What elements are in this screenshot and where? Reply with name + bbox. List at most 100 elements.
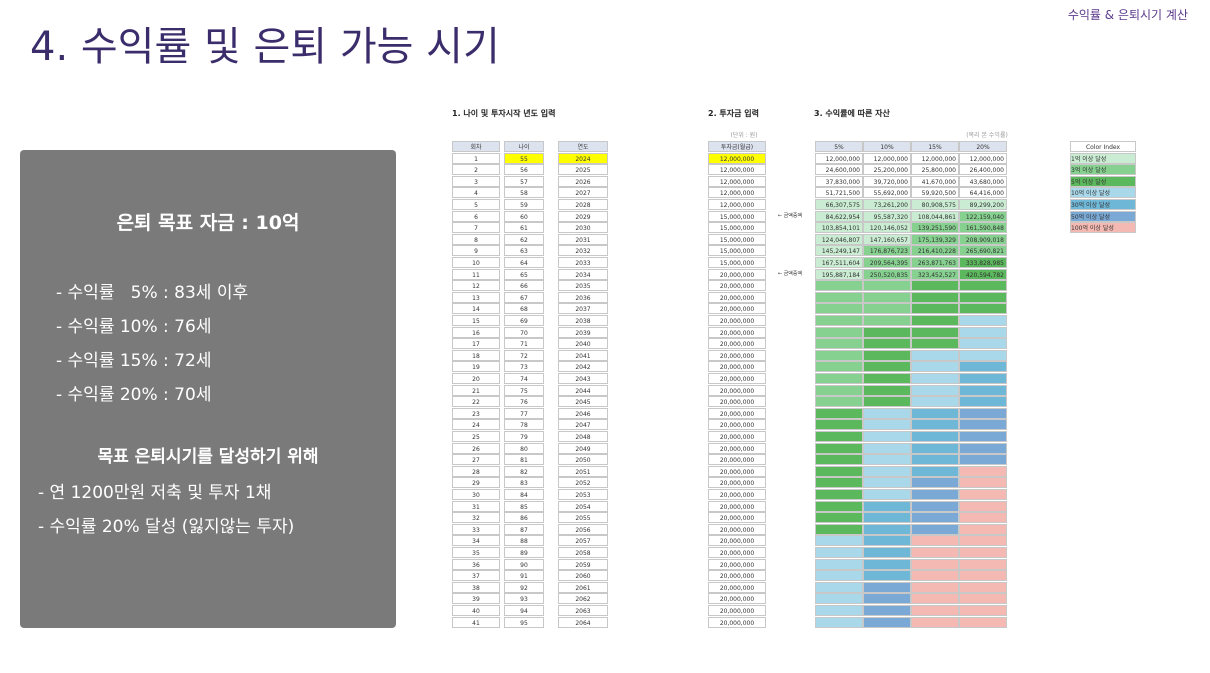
cell: 15,000,000 <box>708 233 766 245</box>
cell: 24 <box>452 419 500 431</box>
asset-cell <box>959 291 1007 303</box>
asset-cell <box>815 500 863 512</box>
cell: 12,000,000 <box>708 187 766 199</box>
item: - 수익률 5% : 83세 이후 <box>56 283 249 303</box>
cell: 89 <box>504 547 544 558</box>
cell: 41 <box>452 616 500 628</box>
cell: 2046 <box>558 407 608 419</box>
asset-cell <box>863 373 911 384</box>
asset-cell <box>911 442 959 454</box>
cell: 12 <box>452 280 500 292</box>
asset-cell <box>959 558 1007 570</box>
asset-cell <box>911 315 959 326</box>
cell: 2041 <box>558 349 608 361</box>
cell: 27 <box>452 454 500 466</box>
asset-cell <box>863 558 911 570</box>
asset-cell: 66,307,575 <box>815 199 863 210</box>
cell: 62 <box>504 233 544 245</box>
cell: 85 <box>504 500 544 512</box>
asset-cell: 420,594,782 <box>959 268 1007 280</box>
cell: 2050 <box>558 454 608 466</box>
cell: 61 <box>504 222 544 234</box>
cell: 55 <box>504 152 544 164</box>
asset-cell <box>815 535 863 547</box>
cell: 90 <box>504 558 544 570</box>
asset-cell <box>959 419 1007 431</box>
cell: 20,000,000 <box>708 280 766 292</box>
cell: 20,000,000 <box>708 512 766 524</box>
asset-cell <box>911 338 959 350</box>
cell: 86 <box>504 512 544 524</box>
asset-cell <box>815 605 863 616</box>
cell: 20,000,000 <box>708 523 766 535</box>
cell: 2035 <box>558 280 608 292</box>
legend-item: 10억 이상 달성 <box>1070 187 1136 199</box>
asset-cell <box>863 500 911 512</box>
asset-cell: 263,871,763 <box>911 257 959 268</box>
cell: 2058 <box>558 547 608 558</box>
asset-cell <box>815 338 863 350</box>
asset-cell <box>815 396 863 408</box>
asset-cell <box>959 431 1007 442</box>
cell: 29 <box>452 477 500 489</box>
cell: 60 <box>504 210 544 222</box>
cell: 2040 <box>558 338 608 350</box>
cell: 7 <box>452 222 500 234</box>
cell: 3 <box>452 175 500 187</box>
cell: 2063 <box>558 605 608 616</box>
cell: 25 <box>452 431 500 442</box>
asset-cell: 145,249,147 <box>815 245 863 257</box>
asset-cell <box>911 291 959 303</box>
cell: 2060 <box>558 570 608 582</box>
asset-cell <box>911 396 959 408</box>
cell: 2047 <box>558 419 608 431</box>
legend-item: 30억 이상 달성 <box>1070 199 1136 210</box>
asset-cell <box>815 581 863 593</box>
cell: 2034 <box>558 268 608 280</box>
cell: 2056 <box>558 523 608 535</box>
asset-cell: 89,299,200 <box>959 199 1007 210</box>
slide-title: 4. 수익률 및 은퇴 가능 시기 <box>30 24 500 70</box>
legend-title: Color Index <box>1070 141 1136 152</box>
asset-cell: 59,920,500 <box>911 187 959 199</box>
cell: 75 <box>504 384 544 396</box>
cell: 2051 <box>558 465 608 477</box>
asset-cell: 176,876,723 <box>863 245 911 257</box>
cell: 74 <box>504 373 544 384</box>
cell: 72 <box>504 349 544 361</box>
cell: 5 <box>452 199 500 210</box>
cell: 28 <box>452 465 500 477</box>
cell: 67 <box>504 291 544 303</box>
asset-cell <box>959 523 1007 535</box>
cell: 1 <box>452 152 500 164</box>
cell: 2055 <box>558 512 608 524</box>
legend-item: 100억 이상 달성 <box>1070 222 1136 234</box>
asset-cell <box>863 535 911 547</box>
cell: 64 <box>504 257 544 268</box>
asset-cell <box>815 442 863 454</box>
cell: 69 <box>504 315 544 326</box>
asset-cell <box>863 523 911 535</box>
cell: 34 <box>452 535 500 547</box>
cell: 2 <box>452 164 500 176</box>
cell: 79 <box>504 431 544 442</box>
asset-cell <box>911 512 959 524</box>
asset-cell <box>959 326 1007 338</box>
asset-cell: 25,200,000 <box>863 164 911 176</box>
asset-cell <box>815 477 863 489</box>
cell: 20,000,000 <box>708 303 766 315</box>
cell: 20,000,000 <box>708 454 766 466</box>
cell: 83 <box>504 477 544 489</box>
cell: 12,000,000 <box>708 164 766 176</box>
cell: 18 <box>452 349 500 361</box>
cell: 20,000,000 <box>708 581 766 593</box>
cell: 12,000,000 <box>708 199 766 210</box>
asset-cell: 265,690,821 <box>959 245 1007 257</box>
slide-tag: 수익률 & 은퇴시기 계산 <box>1067 8 1188 22</box>
asset-cell: 108,044,861 <box>911 210 959 222</box>
cell: 23 <box>452 407 500 419</box>
asset-cell <box>863 315 911 326</box>
asset-cell: 167,511,604 <box>815 257 863 268</box>
asset-cell: 124,046,807 <box>815 233 863 245</box>
asset-cell: 51,721,500 <box>815 187 863 199</box>
